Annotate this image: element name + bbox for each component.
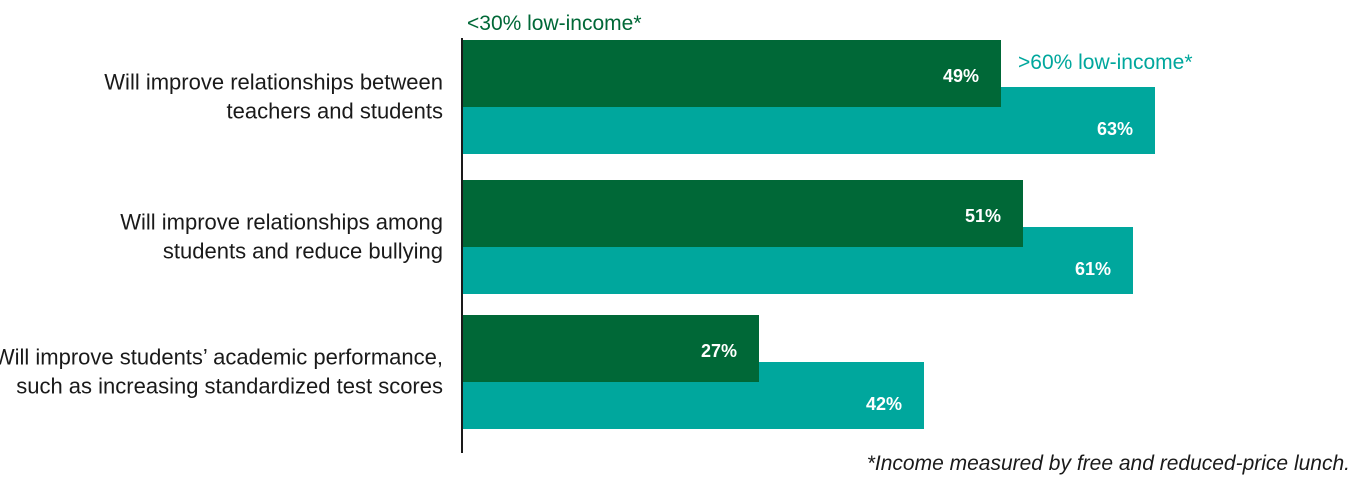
category-labels: Will improve relationships between teache… bbox=[0, 70, 443, 399]
bar-series-1-category-1 bbox=[462, 40, 1001, 107]
bar-series-1-category-3 bbox=[462, 315, 759, 382]
value-label-series-2-category-2: 61% bbox=[1075, 259, 1111, 279]
value-label-series-2-category-1: 63% bbox=[1097, 119, 1133, 139]
footnote: *Income measured by free and reduced-pri… bbox=[867, 452, 1350, 475]
legend-low-income-30: <30% low-income* bbox=[467, 12, 642, 35]
category-label-3-line-1: Will improve students’ academic performa… bbox=[0, 345, 443, 370]
value-label-series-2-category-3: 42% bbox=[866, 394, 902, 414]
category-label-2-line-2: students and reduce bullying bbox=[163, 239, 443, 264]
category-label-1-line-2: teachers and students bbox=[227, 99, 443, 124]
value-label-series-1-category-2: 51% bbox=[965, 206, 1001, 226]
bar-series-1-category-2 bbox=[462, 180, 1023, 247]
category-label-1-line-1: Will improve relationships between bbox=[104, 70, 443, 95]
bars-group: 63% 49% 61% 51% 42% 27% bbox=[462, 40, 1155, 429]
legend-low-income-60: >60% low-income* bbox=[1018, 51, 1193, 74]
category-label-2-line-1: Will improve relationships among bbox=[120, 210, 443, 235]
category-label-3-line-2: such as increasing standardized test sco… bbox=[16, 374, 443, 399]
value-label-series-1-category-1: 49% bbox=[943, 66, 979, 86]
value-label-series-1-category-3: 27% bbox=[701, 341, 737, 361]
